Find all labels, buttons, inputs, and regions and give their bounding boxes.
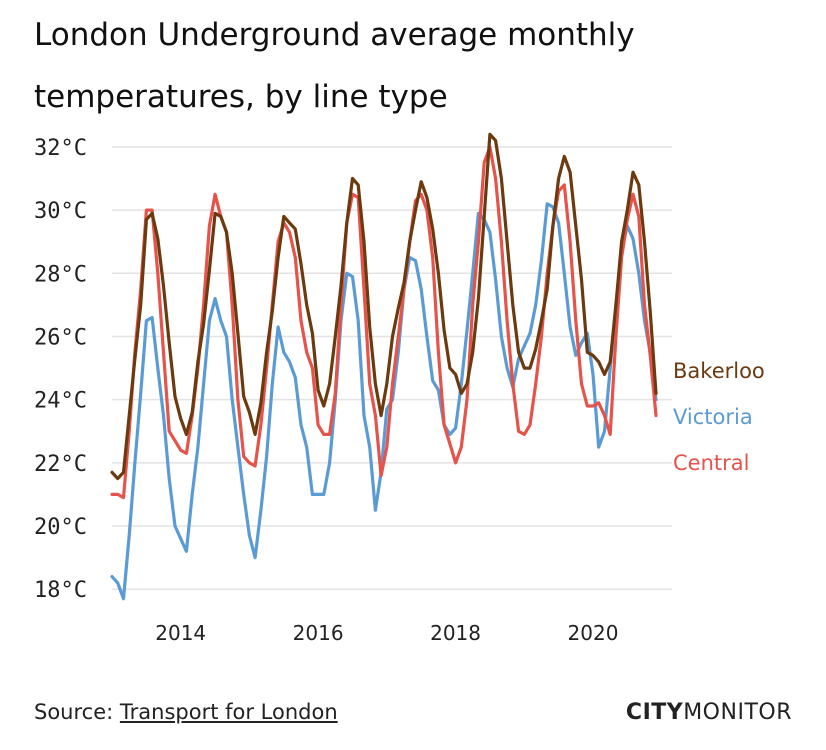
- brand-part-1: CITY: [625, 700, 684, 725]
- series-lines: [110, 132, 658, 601]
- legend-label-victoria: Victoria: [673, 405, 753, 429]
- brand-part-2: MONITOR: [683, 700, 792, 725]
- y-tick-label: 26°C: [34, 325, 87, 350]
- y-tick-label: 32°C: [34, 136, 87, 161]
- x-tick-label: 2016: [293, 621, 344, 645]
- series-line-victoria: [110, 202, 658, 601]
- y-tick-label: 28°C: [34, 262, 87, 287]
- x-tick-label: 2014: [155, 621, 206, 645]
- x-tick-label: 2018: [430, 621, 481, 645]
- chart-title: London Underground average monthly tempe…: [34, 17, 635, 115]
- y-tick-label: 24°C: [34, 389, 87, 414]
- y-tick-label: 20°C: [34, 515, 87, 540]
- source-link[interactable]: Transport for London: [119, 700, 338, 724]
- source-prefix: Source:: [34, 700, 114, 724]
- y-tick-label: 18°C: [34, 578, 87, 603]
- legend-label-bakerloo: Bakerloo: [673, 359, 765, 383]
- brand-logo: CITYMONITOR: [626, 700, 792, 725]
- x-tick-label: 2020: [568, 621, 619, 645]
- y-tick-label: 30°C: [34, 199, 87, 224]
- legend: Bakerloo Victoria Central: [673, 359, 765, 475]
- y-tick-label: 22°C: [34, 452, 87, 477]
- line-chart: 18°C20°C22°C24°C26°C28°C30°C32°C 2014 201…: [34, 132, 765, 645]
- legend-label-central: Central: [673, 451, 749, 475]
- source-note: Source: Transport for London: [34, 700, 338, 724]
- y-axis-ticks: 18°C 20°C 22°C 24°C 26°C 28°C 30°C 32°C: [34, 136, 87, 603]
- series-line-central: [110, 145, 658, 500]
- x-axis-ticks: 2014 2016 2018 2020: [155, 621, 618, 645]
- series-line-bakerloo: [110, 132, 658, 481]
